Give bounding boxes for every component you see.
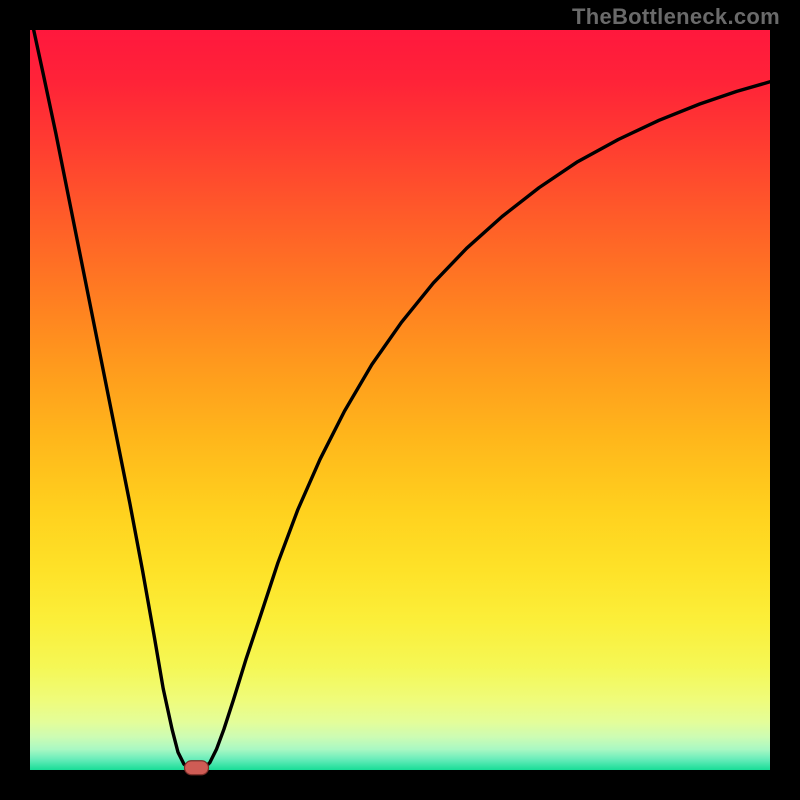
gradient-background — [30, 30, 770, 770]
bottleneck-chart — [0, 0, 800, 800]
chart-frame: { "watermark": { "text": "TheBottleneck.… — [0, 0, 800, 800]
watermark-text: TheBottleneck.com — [572, 4, 780, 30]
optimum-marker — [185, 761, 209, 775]
